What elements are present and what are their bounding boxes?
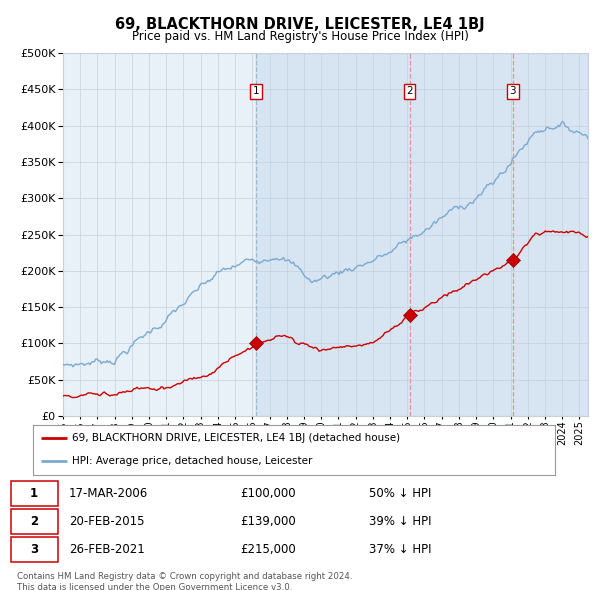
Text: £100,000: £100,000 <box>240 487 296 500</box>
Text: 20-FEB-2015: 20-FEB-2015 <box>69 515 145 528</box>
Text: 39% ↓ HPI: 39% ↓ HPI <box>369 515 431 528</box>
FancyBboxPatch shape <box>11 509 58 534</box>
FancyBboxPatch shape <box>11 537 58 562</box>
Text: 1: 1 <box>253 86 259 96</box>
Text: 2: 2 <box>30 515 38 528</box>
Text: 37% ↓ HPI: 37% ↓ HPI <box>369 543 431 556</box>
Text: 1: 1 <box>30 487 38 500</box>
Text: 3: 3 <box>30 543 38 556</box>
Text: £215,000: £215,000 <box>240 543 296 556</box>
Text: 69, BLACKTHORN DRIVE, LEICESTER, LE4 1BJ: 69, BLACKTHORN DRIVE, LEICESTER, LE4 1BJ <box>115 17 485 32</box>
Bar <box>256 53 588 416</box>
FancyBboxPatch shape <box>11 481 58 506</box>
Text: 69, BLACKTHORN DRIVE, LEICESTER, LE4 1BJ (detached house): 69, BLACKTHORN DRIVE, LEICESTER, LE4 1BJ… <box>72 433 400 443</box>
Text: Contains HM Land Registry data © Crown copyright and database right 2024.
This d: Contains HM Land Registry data © Crown c… <box>17 572 352 590</box>
Text: HPI: Average price, detached house, Leicester: HPI: Average price, detached house, Leic… <box>72 457 313 467</box>
Text: Price paid vs. HM Land Registry's House Price Index (HPI): Price paid vs. HM Land Registry's House … <box>131 30 469 43</box>
Text: £139,000: £139,000 <box>240 515 296 528</box>
Text: 26-FEB-2021: 26-FEB-2021 <box>69 543 145 556</box>
Text: 17-MAR-2006: 17-MAR-2006 <box>69 487 148 500</box>
Text: 3: 3 <box>509 86 516 96</box>
Text: 50% ↓ HPI: 50% ↓ HPI <box>369 487 431 500</box>
Text: 2: 2 <box>406 86 413 96</box>
